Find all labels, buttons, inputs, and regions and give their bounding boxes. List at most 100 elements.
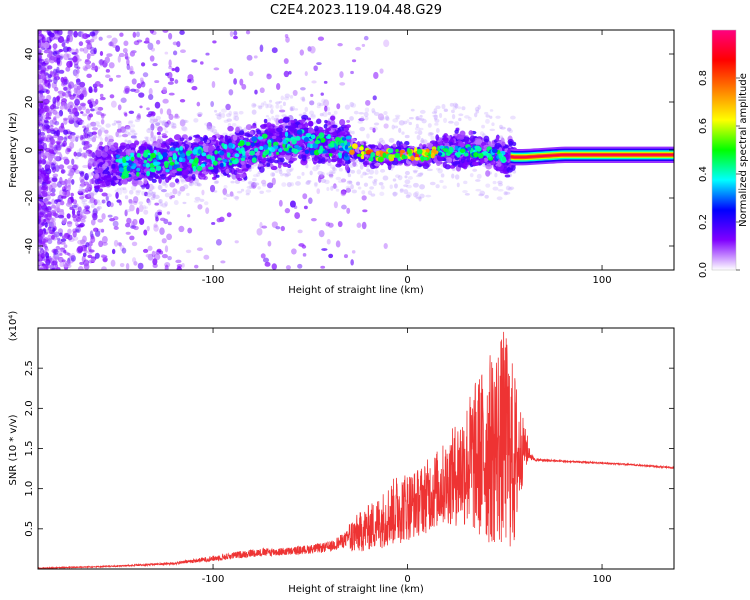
spectrogram-cell bbox=[65, 260, 71, 267]
spectrogram-cell bbox=[88, 157, 94, 166]
spectrogram-cell bbox=[69, 60, 73, 68]
spectrogram-cell bbox=[213, 67, 220, 71]
spectrogram-cell bbox=[47, 201, 52, 205]
spectrogram-cell bbox=[92, 128, 98, 131]
spectrogram-cell bbox=[163, 127, 167, 131]
spectrogram-cell bbox=[392, 191, 399, 196]
spectrogram-cell bbox=[484, 194, 489, 199]
spectrogram-cell bbox=[452, 102, 458, 108]
spectrogram-cell bbox=[118, 200, 123, 206]
spectrogram-cell bbox=[99, 96, 106, 101]
spectrogram-cell bbox=[266, 73, 270, 77]
spectrogram-cell bbox=[137, 262, 144, 270]
spectrogram-cell bbox=[93, 207, 98, 212]
spectrogram-cell bbox=[176, 41, 181, 48]
spectrogram-cell bbox=[308, 197, 313, 204]
spectrogram-cell bbox=[56, 237, 61, 241]
spectrogram-cell bbox=[323, 99, 330, 107]
spectrogram-cell bbox=[434, 118, 440, 123]
spectrogram-cell bbox=[271, 221, 278, 228]
spectrogram-cell bbox=[124, 139, 128, 143]
spectrogram-cell bbox=[105, 74, 111, 79]
spectrogram-cell bbox=[101, 235, 108, 244]
spectrogram-cell bbox=[408, 121, 413, 126]
spectrogram-cell bbox=[79, 81, 86, 88]
spectrogram-cell bbox=[285, 36, 290, 43]
spectrogram-cell bbox=[58, 49, 64, 53]
spectrogram-cell bbox=[60, 169, 66, 174]
spectrogram-cell bbox=[379, 169, 386, 173]
spectrogram-cell bbox=[316, 62, 322, 66]
spectrogram-cell bbox=[169, 195, 173, 200]
spectrogram-cell bbox=[344, 104, 351, 110]
spectrogram-cell bbox=[280, 95, 285, 101]
spectrogram-cell bbox=[220, 260, 226, 264]
spectrogram-cell bbox=[43, 217, 50, 225]
spectrogram-cell bbox=[90, 235, 96, 244]
spectrogram-cell bbox=[74, 169, 80, 174]
spectrogram-cell bbox=[257, 186, 261, 190]
spectrogram-cell bbox=[55, 151, 62, 155]
spectrogram-cell bbox=[293, 205, 298, 209]
spectrogram-cell bbox=[53, 48, 57, 52]
spectrogram-cell bbox=[259, 44, 264, 53]
spectrogram-cell bbox=[309, 170, 313, 176]
spectrogram-cell bbox=[100, 118, 105, 125]
spectrogram-cell bbox=[497, 189, 504, 192]
spectrogram-cell bbox=[138, 201, 144, 205]
spectrogram-cell bbox=[335, 176, 342, 181]
spectrogram-cell bbox=[164, 245, 169, 253]
spectrogram-cell bbox=[79, 102, 87, 107]
spectrogram-cell bbox=[59, 232, 63, 237]
spectrogram-cell bbox=[79, 175, 85, 183]
spectrogram-cell bbox=[301, 244, 307, 249]
spectrogram-cell bbox=[228, 68, 234, 75]
spectrogram-cell bbox=[271, 263, 277, 270]
spectrogram-cell bbox=[357, 186, 362, 190]
spectrogram-cell bbox=[251, 102, 257, 108]
spectrogram-cell bbox=[280, 173, 284, 177]
spectrogram-cell bbox=[412, 192, 419, 198]
spectrogram-cell bbox=[59, 105, 64, 110]
spectrogram-cell bbox=[122, 47, 128, 54]
spectrogram-cell bbox=[397, 175, 403, 181]
spectrogram-cell bbox=[57, 90, 64, 95]
spectrogram-cell bbox=[326, 186, 330, 192]
spectrogram-cell bbox=[96, 111, 102, 115]
spectrogram-cell bbox=[38, 78, 43, 85]
spectrogram-cell bbox=[161, 133, 167, 137]
spectrogram-cell bbox=[38, 228, 44, 236]
spectrogram-cell bbox=[218, 111, 222, 117]
spectrogram-cell bbox=[66, 220, 73, 228]
spectrogram-cell bbox=[130, 130, 136, 133]
spectrogram-cell bbox=[373, 122, 380, 126]
spectrogram-cell bbox=[337, 220, 343, 228]
spectrogram-cell bbox=[215, 180, 219, 184]
spectrogram-cell bbox=[283, 58, 289, 64]
spectrogram-cell bbox=[56, 54, 61, 58]
spectrogram-cell bbox=[63, 53, 70, 61]
spectrogram-cell bbox=[343, 254, 348, 259]
spectrogram-cell bbox=[485, 118, 490, 124]
spectrogram-cell bbox=[54, 96, 60, 103]
spectrogram-cell bbox=[63, 86, 68, 92]
spectrogram-cell bbox=[50, 138, 56, 145]
spectrogram-cell bbox=[39, 246, 44, 251]
spectrogram-cell bbox=[45, 168, 49, 172]
spectrogram-cell bbox=[485, 170, 491, 177]
spectrogram-cell bbox=[79, 261, 85, 265]
spectrogram-cell bbox=[126, 217, 132, 225]
spectrogram-cell bbox=[72, 214, 77, 219]
spectrogram-cell bbox=[373, 71, 379, 80]
spectrogram-cell bbox=[124, 125, 131, 130]
spectrogram-cell bbox=[281, 182, 287, 187]
spectrogram-cell bbox=[458, 113, 464, 117]
spectrogram-cell bbox=[74, 71, 79, 78]
spectrogram-cell bbox=[361, 43, 366, 47]
spectrogram-cell bbox=[407, 176, 413, 180]
spectrogram-cell bbox=[76, 66, 81, 70]
spectrogram-cell bbox=[341, 204, 347, 210]
spectrogram-cell bbox=[401, 131, 405, 135]
spectrogram-cell bbox=[321, 98, 326, 104]
